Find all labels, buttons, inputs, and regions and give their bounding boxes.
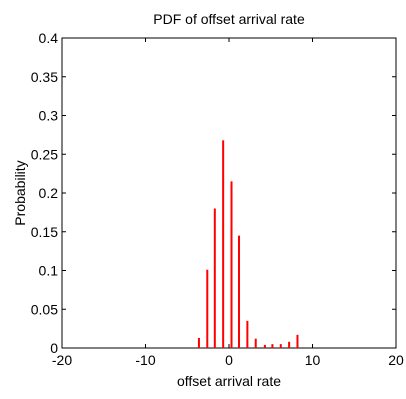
y-tick-label: 0.2 — [39, 185, 59, 201]
y-tick-label: 0.3 — [39, 108, 59, 124]
bar — [238, 235, 241, 349]
x-axis-label: offset arrival rate — [177, 373, 281, 389]
y-axis-label: Probability — [12, 160, 28, 225]
x-tick-label: 20 — [388, 352, 404, 368]
y-tick-label: 0.25 — [31, 146, 58, 162]
bar — [246, 320, 249, 349]
bar — [222, 140, 225, 348]
y-tick-label: 0.4 — [39, 30, 59, 46]
y-tick-label: 0.15 — [31, 224, 58, 240]
y-tick-label: 0 — [50, 340, 58, 356]
x-tick-label: 0 — [225, 352, 233, 368]
bar-series — [197, 140, 299, 349]
y-tick-label: 0.35 — [31, 69, 58, 85]
bar — [206, 269, 209, 348]
bar — [271, 344, 274, 349]
x-axis-ticks: -20 -10 0 10 20 — [52, 38, 404, 368]
bar — [197, 337, 200, 348]
y-tick-label: 0.05 — [31, 301, 58, 317]
bar — [263, 344, 266, 348]
y-tick-label: 0.1 — [39, 263, 59, 279]
x-tick-label: 10 — [305, 352, 321, 368]
bar — [213, 208, 216, 348]
bar — [288, 341, 291, 348]
bar — [296, 334, 299, 348]
chart-title: PDF of offset arrival rate — [153, 11, 305, 27]
bar — [230, 181, 233, 349]
bar — [254, 338, 257, 348]
y-axis-ticks: 0 0.05 0.1 0.15 0.2 0.25 0.3 0.35 0.4 — [31, 30, 396, 356]
x-tick-label: -20 — [52, 352, 72, 368]
bar — [279, 344, 282, 349]
x-tick-label: -10 — [135, 352, 155, 368]
